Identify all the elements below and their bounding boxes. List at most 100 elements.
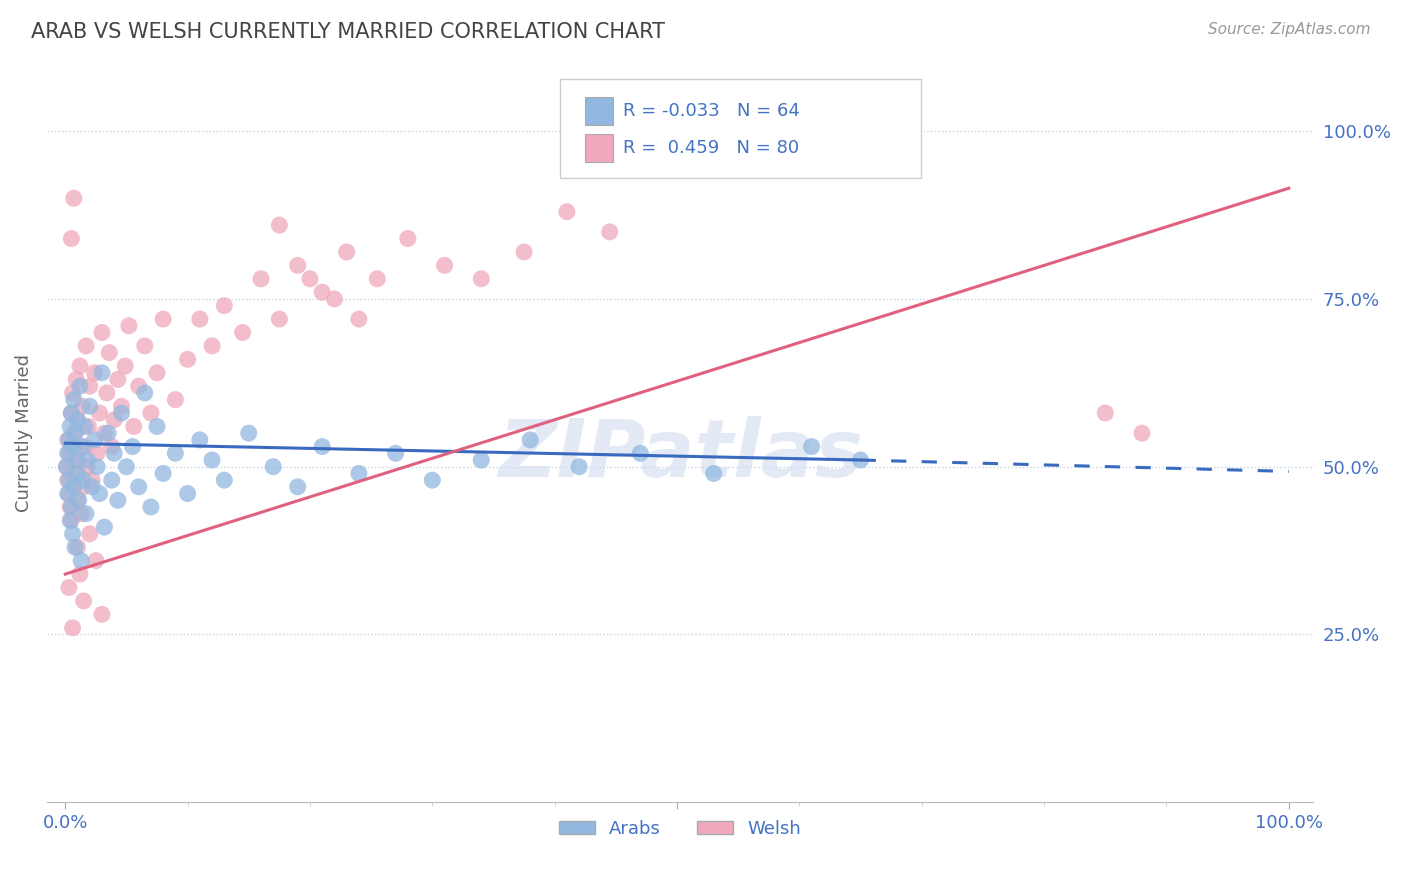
Point <box>269 312 291 326</box>
Point <box>311 440 333 454</box>
Point <box>59 513 82 527</box>
Point <box>59 500 82 514</box>
Point <box>58 486 80 500</box>
Point <box>128 480 150 494</box>
Point <box>1130 426 1153 441</box>
Point <box>800 440 823 454</box>
Point <box>703 467 725 481</box>
Point <box>115 459 138 474</box>
Point <box>62 385 84 400</box>
Point <box>82 480 104 494</box>
Point <box>63 426 86 441</box>
Point <box>63 541 86 555</box>
Point <box>73 419 96 434</box>
Point <box>69 567 91 582</box>
Point <box>93 426 115 441</box>
Point <box>58 433 80 447</box>
Point <box>60 231 83 245</box>
Point <box>75 507 97 521</box>
Point <box>152 312 174 326</box>
Point <box>89 406 111 420</box>
Point <box>58 446 80 460</box>
FancyBboxPatch shape <box>560 78 921 178</box>
Point <box>82 473 104 487</box>
Point <box>62 440 84 454</box>
Point <box>66 413 89 427</box>
Point <box>63 426 86 441</box>
Point <box>107 372 129 386</box>
Point <box>62 621 84 635</box>
Point <box>60 513 83 527</box>
Point <box>62 440 84 454</box>
Point <box>72 480 94 494</box>
Point <box>83 366 105 380</box>
Point <box>122 419 145 434</box>
Point <box>1094 406 1116 420</box>
Point <box>107 493 129 508</box>
Point <box>152 467 174 481</box>
Point <box>62 526 84 541</box>
Point <box>84 554 107 568</box>
Point <box>262 459 284 474</box>
Point <box>555 204 578 219</box>
Point <box>86 459 108 474</box>
Point <box>59 419 82 434</box>
Point <box>110 400 132 414</box>
Point <box>628 446 651 460</box>
Point <box>60 406 83 420</box>
Point <box>366 272 388 286</box>
Point <box>165 392 187 407</box>
Text: R = -0.033   N = 64: R = -0.033 N = 64 <box>623 103 800 120</box>
Point <box>62 191 84 205</box>
Point <box>347 312 370 326</box>
Point <box>146 419 169 434</box>
Point <box>470 453 492 467</box>
Point <box>103 413 125 427</box>
Point <box>65 372 87 386</box>
Point <box>67 493 90 508</box>
Point <box>58 581 80 595</box>
Point <box>72 473 94 487</box>
Point <box>83 433 105 447</box>
Point <box>188 433 211 447</box>
Point <box>55 459 77 474</box>
Point <box>62 480 84 494</box>
Point <box>323 292 346 306</box>
Point <box>336 244 359 259</box>
Point <box>134 339 156 353</box>
FancyBboxPatch shape <box>585 97 613 126</box>
Point <box>568 459 591 474</box>
Point <box>420 473 443 487</box>
Point <box>599 225 621 239</box>
Point <box>269 218 291 232</box>
Y-axis label: Currently Married: Currently Married <box>15 354 32 512</box>
Point <box>55 459 77 474</box>
Text: Source: ZipAtlas.com: Source: ZipAtlas.com <box>1208 22 1371 37</box>
Point <box>146 366 169 380</box>
Point <box>139 406 162 420</box>
Text: ARAB VS WELSH CURRENTLY MARRIED CORRELATION CHART: ARAB VS WELSH CURRENTLY MARRIED CORRELAT… <box>31 22 665 42</box>
Point <box>72 400 94 414</box>
Point <box>287 259 309 273</box>
Point <box>849 453 872 467</box>
Point <box>91 326 114 340</box>
Point <box>63 467 86 481</box>
Point <box>214 473 236 487</box>
Point <box>165 446 187 460</box>
Point <box>86 446 108 460</box>
Point <box>56 446 79 460</box>
Point <box>60 406 83 420</box>
Point <box>238 426 260 441</box>
Point <box>250 272 273 286</box>
Point <box>66 493 89 508</box>
Point <box>176 486 198 500</box>
Point <box>214 299 236 313</box>
Point <box>118 318 141 333</box>
Point <box>56 486 79 500</box>
Point <box>128 379 150 393</box>
Point <box>287 480 309 494</box>
Point <box>384 446 406 460</box>
Point <box>201 339 224 353</box>
Point <box>103 446 125 460</box>
Point <box>396 231 419 245</box>
